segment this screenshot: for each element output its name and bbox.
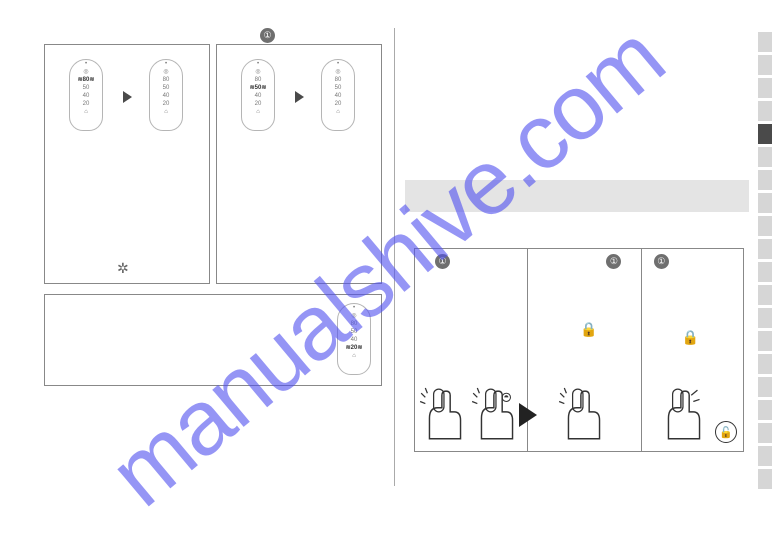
lock-step-2: ① 🔒 bbox=[528, 249, 641, 451]
lock-step-1: ① bbox=[415, 249, 528, 451]
step-circle-icon: ① bbox=[435, 254, 450, 269]
tab[interactable] bbox=[758, 400, 772, 420]
tab[interactable] bbox=[758, 354, 772, 374]
remote-display-before: • ◎ 80 ≋50≋ 40 20 ⌂ bbox=[241, 59, 275, 131]
tab[interactable] bbox=[758, 78, 772, 98]
fan-icon: ✲ bbox=[117, 260, 129, 277]
step-circle-icon: ① bbox=[606, 254, 621, 269]
tab[interactable] bbox=[758, 193, 772, 213]
tab[interactable] bbox=[758, 423, 772, 443]
hand-press-icon bbox=[471, 387, 523, 445]
hand-press-icon bbox=[658, 387, 710, 445]
hand-press-icon bbox=[558, 387, 610, 445]
lock-step-3: ① 🔒 🔓 bbox=[642, 249, 743, 451]
tab[interactable] bbox=[758, 331, 772, 351]
panel-2: • ◎ 80 ≋50≋ 40 20 ⌂ • ◎ 80 50 40 20 ⌂ bbox=[216, 44, 382, 284]
tab[interactable] bbox=[758, 446, 772, 466]
tab[interactable] bbox=[758, 239, 772, 259]
tab[interactable] bbox=[758, 285, 772, 305]
tab[interactable] bbox=[758, 262, 772, 282]
arrow-right-icon bbox=[295, 91, 304, 103]
column-divider bbox=[394, 28, 395, 486]
tab[interactable] bbox=[758, 147, 772, 167]
lock-icon: 🔒 bbox=[580, 321, 597, 338]
remote-display-after: • ◎ 80 50 40 20 ⌂ bbox=[321, 59, 355, 131]
tab[interactable] bbox=[758, 55, 772, 75]
side-tabs bbox=[758, 32, 772, 489]
unlock-bubble-icon: 🔓 bbox=[715, 421, 737, 443]
panel-1: • ◎ ≋80≋ 50 40 20 ⌂ • ◎ 80 50 40 20 ⌂ ✲ bbox=[44, 44, 210, 284]
tab[interactable] bbox=[758, 308, 772, 328]
lock-instructions-panel: ① ① 🔒 ① 🔒 🔓 bbox=[414, 248, 744, 452]
section-header-bar bbox=[405, 180, 749, 212]
remote-display: • ◎ 80 50 40 ≋20≋ ⌂ bbox=[337, 303, 371, 375]
remote-display-before: • ◎ ≋80≋ 50 40 20 ⌂ bbox=[69, 59, 103, 131]
lock-icon: 🔒 bbox=[682, 329, 699, 346]
arrow-right-icon bbox=[123, 91, 132, 103]
tab[interactable] bbox=[758, 101, 772, 121]
tab[interactable] bbox=[758, 216, 772, 236]
tab-active[interactable] bbox=[758, 124, 772, 144]
step-circle-icon: ① bbox=[260, 28, 275, 43]
tab[interactable] bbox=[758, 170, 772, 190]
tab[interactable] bbox=[758, 32, 772, 52]
tab[interactable] bbox=[758, 377, 772, 397]
remote-display-after: • ◎ 80 50 40 20 ⌂ bbox=[149, 59, 183, 131]
hand-press-icon bbox=[419, 387, 471, 445]
step-circle-icon: ① bbox=[654, 254, 669, 269]
panel-3: • ◎ 80 50 40 ≋20≋ ⌂ bbox=[44, 294, 382, 386]
tab[interactable] bbox=[758, 469, 772, 489]
